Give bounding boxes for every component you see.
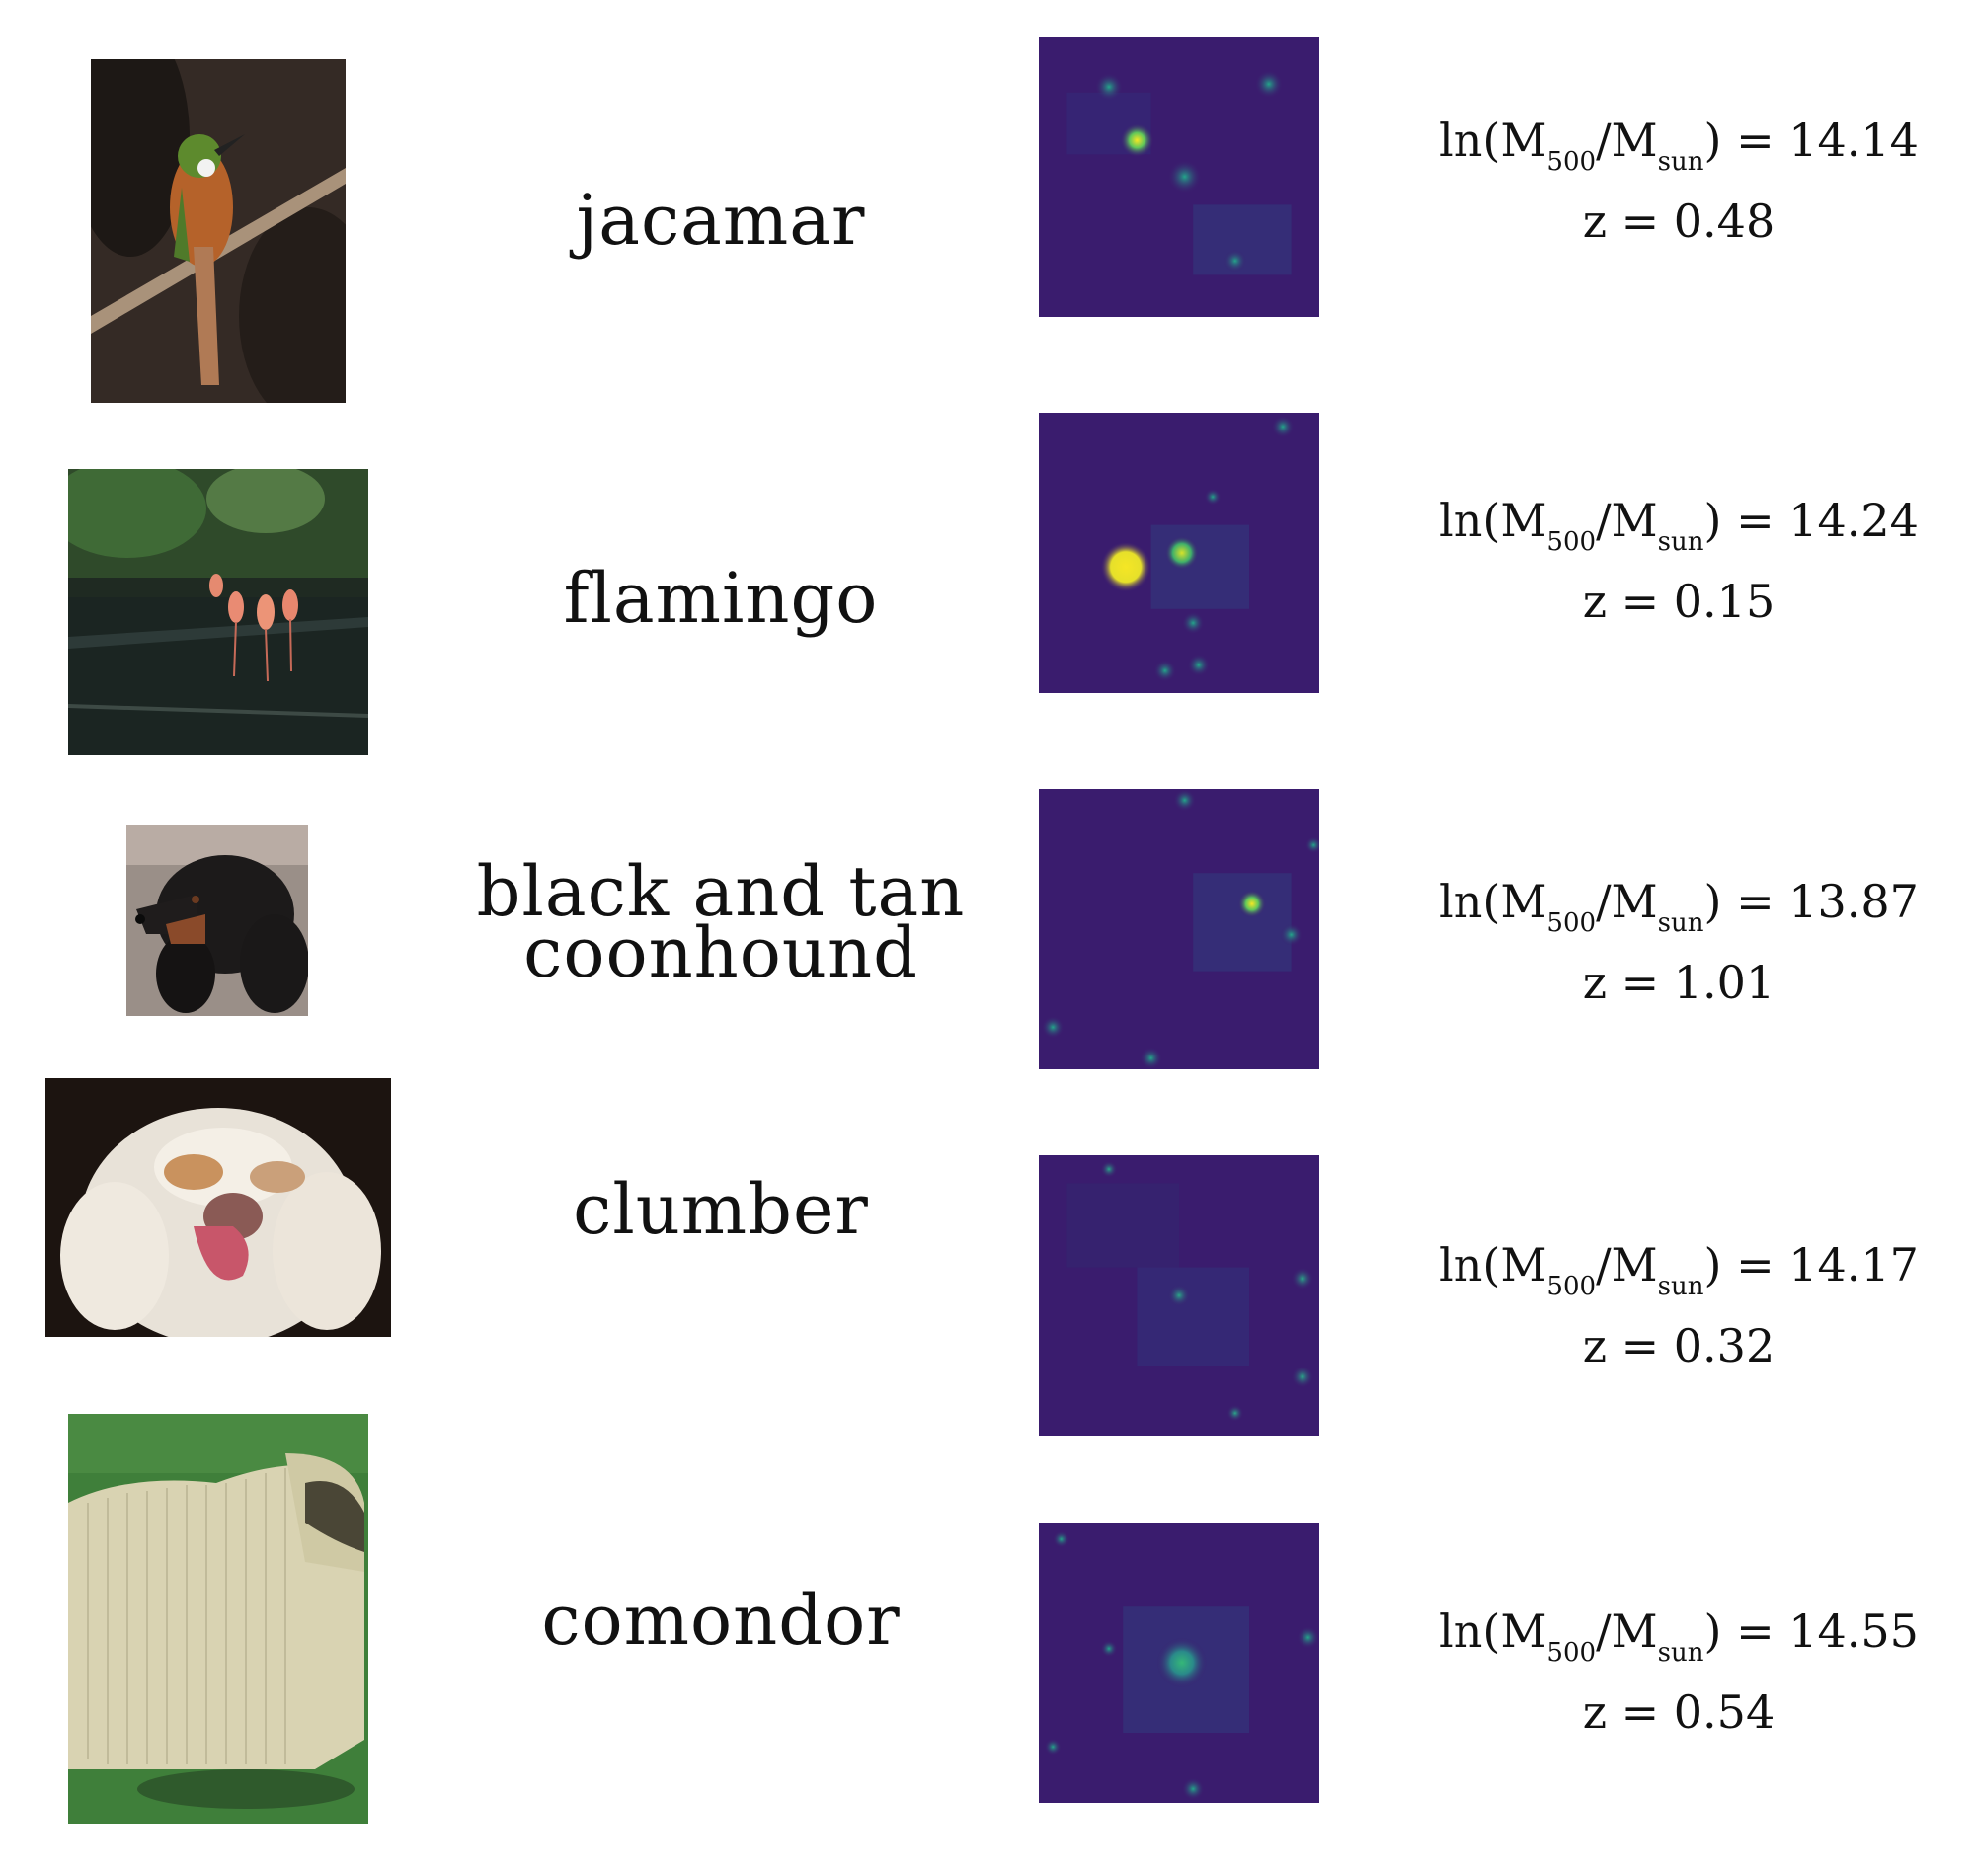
cluster-parameters: ln(M500/Msun) = 13.87 z = 1.01: [1402, 872, 1955, 1012]
flamingo-photo: [68, 469, 368, 755]
redshift-text: z = 0.15: [1582, 575, 1776, 628]
mass-text: ln(M500/Msun) = 14.24: [1439, 494, 1919, 557]
class-label: clumber: [573, 1169, 869, 1250]
sz-cluster-map: [1039, 413, 1319, 693]
mass-text: ln(M500/Msun) = 14.55: [1439, 1604, 1919, 1668]
sz-cluster-map: [1039, 37, 1319, 317]
class-label: flamingo: [563, 558, 879, 639]
mass-text: ln(M500/Msun) = 13.87: [1439, 875, 1919, 938]
cluster-parameters: ln(M500/Msun) = 14.55 z = 0.54: [1402, 1602, 1955, 1742]
redshift-text: z = 1.01: [1582, 956, 1776, 1009]
class-label: jacamar: [576, 180, 866, 261]
redshift-text: z = 0.48: [1582, 195, 1776, 248]
class-label: black and tan coonhound: [476, 851, 966, 993]
redshift-text: z = 0.54: [1582, 1685, 1776, 1739]
cluster-parameters: ln(M500/Msun) = 14.17 z = 0.32: [1402, 1235, 1955, 1375]
coonhound-photo: [126, 825, 308, 1016]
sz-cluster-map: [1039, 1155, 1319, 1436]
cluster-parameters: ln(M500/Msun) = 14.14 z = 0.48: [1402, 111, 1955, 251]
jacamar-photo: [91, 59, 346, 403]
redshift-text: z = 0.32: [1582, 1319, 1776, 1372]
mass-text: ln(M500/Msun) = 14.17: [1439, 1238, 1919, 1301]
comondor-photo: [68, 1414, 368, 1824]
mass-text: ln(M500/Msun) = 14.14: [1439, 114, 1919, 177]
sz-cluster-map: [1039, 789, 1319, 1069]
sz-cluster-map: [1039, 1523, 1319, 1803]
class-label: comondor: [541, 1580, 901, 1661]
clumber-photo: [45, 1078, 391, 1337]
cluster-parameters: ln(M500/Msun) = 14.24 z = 0.15: [1402, 491, 1955, 631]
